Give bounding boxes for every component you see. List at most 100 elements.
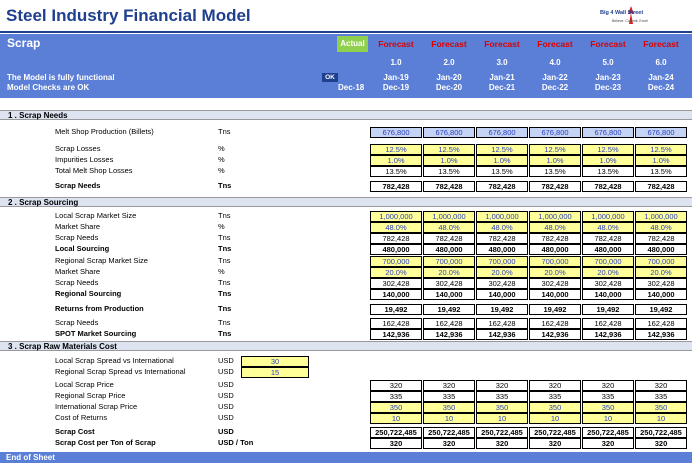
value-cell: 320 [476, 438, 528, 449]
row-label-regional-scrap-price: Regional Scrap Price [55, 391, 126, 400]
value-cell[interactable]: 1,000,000 [582, 211, 634, 222]
row-unit: USD [218, 402, 234, 411]
value-cell: 480,000 [423, 244, 475, 255]
value-cell[interactable]: 10 [582, 413, 634, 424]
value-cell: 480,000 [635, 244, 687, 255]
period-number: 1.0 [390, 58, 402, 67]
value-cell[interactable]: 1,000,000 [423, 211, 475, 222]
value-cell[interactable]: 1,000,000 [529, 211, 581, 222]
value-cell[interactable]: 20.0% [370, 267, 422, 278]
value-cell[interactable]: 48.0% [476, 222, 528, 233]
value-cell[interactable]: 12.5% [423, 144, 475, 155]
value-cell[interactable]: 700,000 [476, 256, 528, 267]
value-cell: 335 [476, 391, 528, 402]
row-label-scrap-cost-per-ton-of-scrap: Scrap Cost per Ton of Scrap [55, 438, 156, 447]
value-cell[interactable]: 350 [582, 402, 634, 413]
value-cell: 320 [370, 438, 422, 449]
row-label-local-sourcing: Local Sourcing [55, 244, 110, 253]
value-cell[interactable]: 1.0% [635, 155, 687, 166]
period-number: 3.0 [496, 58, 508, 67]
value-cell[interactable]: 700,000 [529, 256, 581, 267]
value-cell: 320 [635, 380, 687, 391]
spread-input[interactable]: 15 [241, 367, 309, 378]
value-cell[interactable]: 1.0% [476, 155, 528, 166]
value-cell: 250,722,485 [370, 427, 422, 438]
value-cell[interactable]: 20.0% [635, 267, 687, 278]
value-cell: 320 [582, 380, 634, 391]
row-unit: Tns [218, 329, 232, 338]
value-cell[interactable]: 676,800 [423, 127, 475, 138]
period-start: Jan-24 [648, 73, 674, 82]
value-cell: 162,428 [476, 318, 528, 329]
value-cell: 140,000 [423, 289, 475, 300]
value-cell[interactable]: 700,000 [582, 256, 634, 267]
value-cell[interactable]: 10 [635, 413, 687, 424]
value-cell[interactable]: 350 [370, 402, 422, 413]
value-cell[interactable]: 1,000,000 [476, 211, 528, 222]
section-scrap-needs: 1 . Scrap Needs [0, 110, 692, 120]
value-cell[interactable]: 20.0% [529, 267, 581, 278]
value-cell[interactable]: 10 [370, 413, 422, 424]
value-cell: 320 [476, 380, 528, 391]
value-cell[interactable]: 12.5% [582, 144, 634, 155]
value-cell[interactable]: 48.0% [635, 222, 687, 233]
value-cell: 142,936 [370, 329, 422, 340]
value-cell[interactable]: 20.0% [423, 267, 475, 278]
value-cell[interactable]: 12.5% [529, 144, 581, 155]
row-label-international-scrap-price: International Scrap Price [55, 402, 138, 411]
value-cell[interactable]: 1.0% [370, 155, 422, 166]
value-cell[interactable]: 1,000,000 [370, 211, 422, 222]
value-cell: 782,428 [635, 181, 687, 192]
value-cell[interactable]: 12.5% [635, 144, 687, 155]
value-cell[interactable]: 48.0% [370, 222, 422, 233]
value-cell: 335 [423, 391, 475, 402]
value-cell: 250,722,485 [476, 427, 528, 438]
value-cell[interactable]: 700,000 [423, 256, 475, 267]
value-cell[interactable]: 676,800 [370, 127, 422, 138]
value-cell[interactable]: 700,000 [635, 256, 687, 267]
value-cell[interactable]: 48.0% [529, 222, 581, 233]
value-cell[interactable]: 676,800 [582, 127, 634, 138]
value-cell[interactable]: 676,800 [476, 127, 528, 138]
value-cell: 782,428 [370, 233, 422, 244]
value-cell[interactable]: 1.0% [423, 155, 475, 166]
value-cell[interactable]: 676,800 [529, 127, 581, 138]
row-unit: % [218, 155, 225, 164]
value-cell[interactable]: 10 [423, 413, 475, 424]
row-unit: Tns [218, 211, 231, 220]
value-cell: 19,492 [635, 304, 687, 315]
value-cell: 162,428 [582, 318, 634, 329]
value-cell: 140,000 [582, 289, 634, 300]
period-number: 4.0 [549, 58, 561, 67]
period-end: Dec-24 [647, 83, 675, 92]
value-cell: 480,000 [476, 244, 528, 255]
value-cell: 13.5% [476, 166, 528, 177]
value-cell: 782,428 [423, 233, 475, 244]
value-cell[interactable]: 20.0% [582, 267, 634, 278]
value-cell[interactable]: 350 [476, 402, 528, 413]
value-cell[interactable]: 12.5% [476, 144, 528, 155]
period-start: Jan-21 [489, 73, 515, 82]
value-cell[interactable]: 48.0% [423, 222, 475, 233]
value-cell: 302,428 [529, 278, 581, 289]
value-cell: 162,428 [635, 318, 687, 329]
value-cell[interactable]: 700,000 [370, 256, 422, 267]
row-unit: Tns [218, 127, 231, 136]
value-cell[interactable]: 350 [529, 402, 581, 413]
value-cell: 142,936 [635, 329, 687, 340]
value-cell[interactable]: 1.0% [582, 155, 634, 166]
value-cell[interactable]: 1.0% [529, 155, 581, 166]
value-cell[interactable]: 10 [529, 413, 581, 424]
value-cell[interactable]: 1,000,000 [635, 211, 687, 222]
value-cell[interactable]: 48.0% [582, 222, 634, 233]
value-cell[interactable]: 676,800 [635, 127, 687, 138]
value-cell[interactable]: 10 [476, 413, 528, 424]
value-cell[interactable]: 12.5% [370, 144, 422, 155]
value-cell[interactable]: 20.0% [476, 267, 528, 278]
value-cell[interactable]: 350 [423, 402, 475, 413]
row-label-total-melt-shop-losses: Total Melt Shop Losses [55, 166, 133, 175]
logo-icon [628, 6, 634, 24]
value-cell[interactable]: 350 [635, 402, 687, 413]
spread-input[interactable]: 30 [241, 356, 309, 367]
logo-text: Big 4 Wall Street [600, 10, 644, 16]
